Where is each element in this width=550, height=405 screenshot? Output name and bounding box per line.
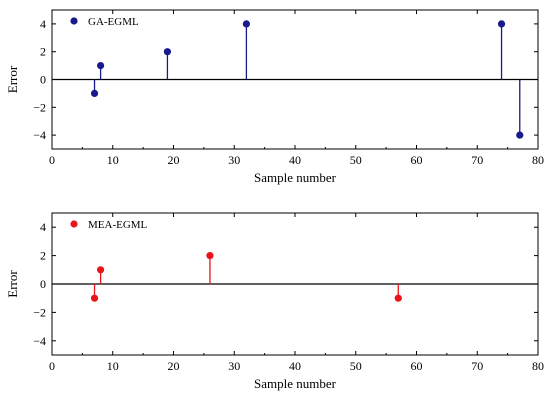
legend-label: GA-EGML — [88, 16, 139, 28]
x-tick-label: 50 — [350, 153, 362, 167]
x-tick-label: 0 — [49, 153, 55, 167]
legend-marker — [70, 220, 78, 228]
x-tick-label: 80 — [532, 153, 544, 167]
y-tick-label: −2 — [33, 305, 46, 319]
y-tick-label: 4 — [40, 17, 46, 31]
x-tick-label: 30 — [228, 359, 240, 373]
x-tick-label: 60 — [411, 153, 423, 167]
y-tick-label: 0 — [40, 73, 46, 87]
x-tick-label: 30 — [228, 153, 240, 167]
x-tick-label: 40 — [289, 153, 301, 167]
stem-marker — [97, 62, 105, 70]
y-tick-label: 4 — [40, 220, 46, 234]
legend-label: MEA-EGML — [88, 219, 148, 231]
x-tick-label: 60 — [411, 359, 423, 373]
chart-mea-egml: 0 10 20 30 40 50 60 70 80 −4 −2 0 2 4 Sample number Err… — [5, 212, 544, 391]
x-axis-title: Sample number — [254, 376, 337, 391]
y-tick-label: 0 — [40, 277, 46, 291]
x-tick-label: 80 — [532, 359, 544, 373]
x-tick-label: 70 — [471, 153, 483, 167]
x-tick-label: 40 — [289, 359, 301, 373]
y-tick-label: 2 — [40, 45, 46, 59]
x-tick-label: 10 — [107, 153, 119, 167]
y-tick-label: −4 — [33, 334, 46, 348]
y-axis-title: Error — [5, 65, 20, 93]
y-tick-label: −4 — [33, 128, 46, 142]
stem-marker — [206, 252, 214, 260]
x-axis-title: Sample number — [254, 170, 337, 185]
stem-marker — [242, 20, 250, 28]
legend-marker — [70, 17, 78, 25]
stem-marker — [97, 266, 105, 274]
y-tick-label: −2 — [33, 100, 46, 114]
x-tick-label: 50 — [350, 359, 362, 373]
y-tick-label: 2 — [40, 249, 46, 263]
x-tick-label: 20 — [168, 153, 180, 167]
x-tick-label: 10 — [107, 359, 119, 373]
stem-marker — [394, 294, 402, 302]
stem-marker — [516, 131, 524, 139]
stem-marker — [90, 294, 99, 302]
x-tick-label: 20 — [168, 359, 180, 373]
stem-marker — [90, 89, 99, 97]
stem-marker — [163, 48, 172, 56]
x-tick-label: 70 — [471, 359, 483, 373]
stem-marker — [497, 20, 506, 28]
x-tick-label: 0 — [49, 359, 55, 373]
chart-ga-egml: 0 10 20 30 40 50 60 70 80 −4 −2 0 2 4 Sample number Err… — [5, 9, 544, 185]
y-axis-title: Error — [5, 270, 20, 298]
